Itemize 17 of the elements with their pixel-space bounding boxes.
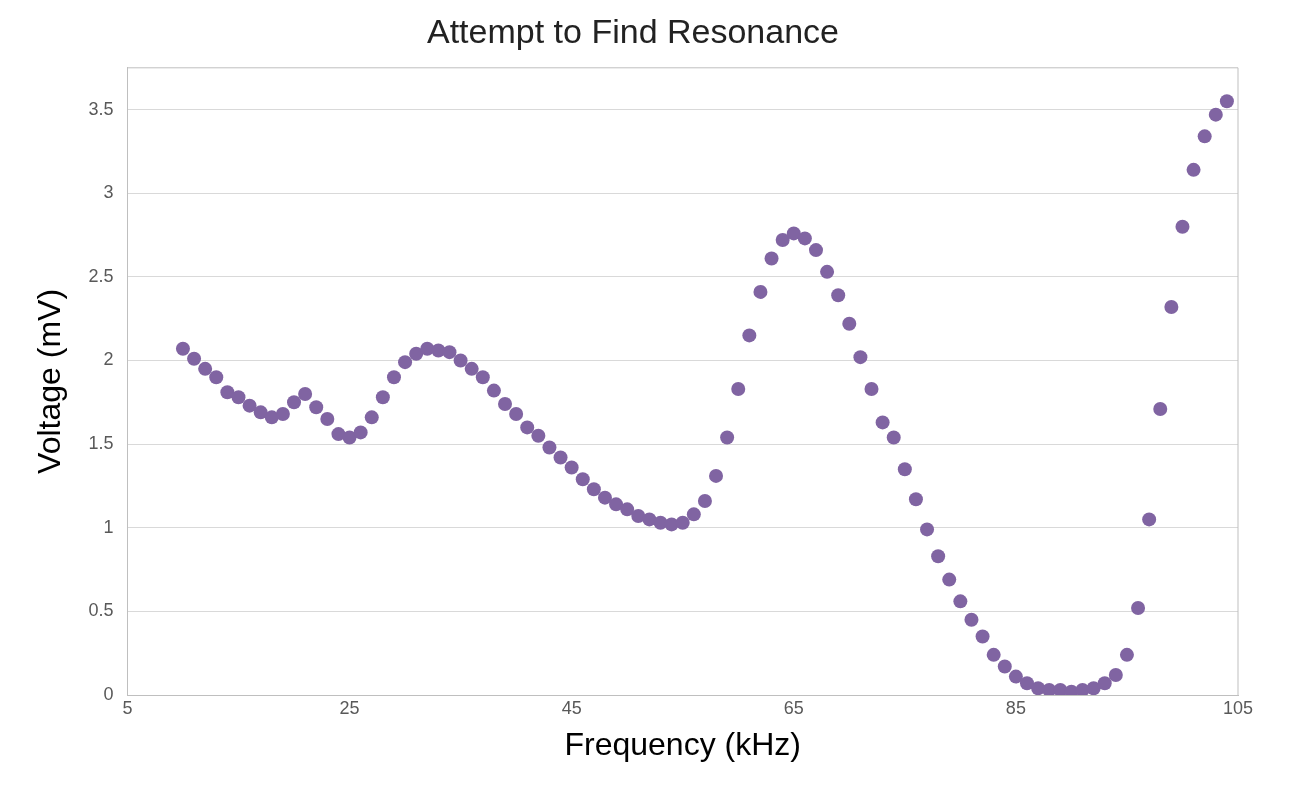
y-tick-label: 3.5: [88, 98, 114, 119]
x-tick-label: 5: [122, 697, 133, 718]
x-tick-label: 25: [339, 697, 360, 718]
y-tick-label: 0: [103, 683, 114, 704]
y-tick-label: 2.5: [88, 265, 114, 286]
y-tick-label: 3: [103, 182, 114, 203]
chart-title: Attempt to Find Resonance: [426, 11, 840, 50]
y-tick-label: 0.5: [88, 600, 114, 621]
x-axis-title: Frequency (kHz): [564, 725, 801, 762]
x-tick-label: 45: [561, 697, 582, 718]
y-tick-label: 1.5: [88, 433, 114, 454]
x-tick-label: 85: [1005, 697, 1026, 718]
x-tick-label: 65: [783, 697, 804, 718]
y-axis-title: Voltage (mV): [31, 288, 68, 474]
y-tick-label: 2: [103, 349, 114, 370]
x-tick-label: 105: [1222, 697, 1254, 718]
y-tick-label: 1: [103, 516, 114, 537]
